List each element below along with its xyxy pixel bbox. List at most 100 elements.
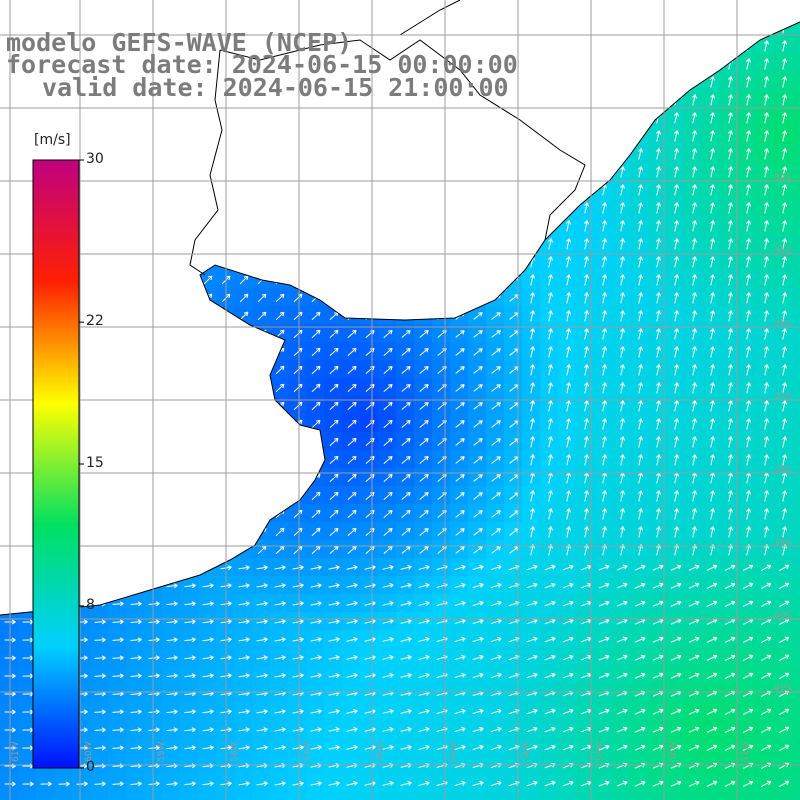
wind-arrow [274, 565, 286, 571]
wind-arrow [692, 292, 697, 304]
lon-label: 58W [230, 741, 240, 762]
wind-arrow [418, 636, 430, 642]
wind-arrow [400, 619, 412, 624]
wind-arrow [728, 166, 733, 178]
wind-arrow [274, 673, 286, 679]
wind-arrow [782, 310, 787, 322]
wind-arrow [746, 292, 751, 304]
wind-arrow [329, 473, 339, 483]
wind-arrow [602, 400, 607, 412]
wind-arrow [454, 636, 466, 643]
lat-label: 39S [774, 538, 792, 548]
wind-arrow [764, 76, 769, 88]
wind-arrow [674, 400, 679, 412]
wind-arrow [782, 364, 787, 376]
wind-arrow [746, 310, 751, 322]
wind-arrow [401, 401, 411, 410]
wind-arrow [742, 600, 754, 607]
wind-arrow [598, 582, 610, 589]
wind-arrow [548, 310, 553, 322]
wind-arrow [275, 293, 285, 303]
wind-arrow [692, 526, 697, 538]
wind-arrow [94, 673, 106, 679]
wind-arrow [328, 637, 340, 642]
wind-arrow [311, 527, 321, 537]
wind-arrow [782, 256, 787, 268]
wind-arrow [616, 564, 628, 571]
wind-arrow [184, 655, 196, 661]
wind-arrow [328, 709, 340, 714]
wind-arrow [418, 708, 430, 714]
wind-arrow [634, 654, 646, 661]
wind-arrow [652, 708, 664, 715]
wind-arrow [674, 382, 679, 394]
wind-arrow [692, 94, 697, 106]
wind-arrow [602, 436, 607, 448]
wind-arrow [401, 455, 411, 464]
wind-arrow [455, 474, 465, 482]
wind-arrow [274, 709, 286, 715]
wind-arrow [491, 420, 501, 428]
wind-arrow [490, 708, 502, 715]
wind-arrow [620, 382, 625, 394]
wind-arrow [455, 528, 465, 536]
wind-arrow [674, 256, 679, 268]
wind-arrow [382, 637, 394, 642]
wind-arrow [688, 654, 700, 661]
wind-arrow [692, 256, 697, 268]
wind-arrow [674, 454, 679, 466]
wind-arrow [584, 238, 589, 250]
wind-arrow [472, 600, 484, 607]
wind-arrow [311, 401, 321, 411]
wind-arrow [764, 112, 769, 124]
wind-arrow [584, 310, 589, 322]
wind-arrow [688, 564, 700, 571]
wind-arrow [764, 418, 769, 430]
wind-arrow [742, 564, 754, 571]
wind-arrow [638, 292, 643, 304]
wind-arrow [688, 582, 700, 589]
wind-arrow [329, 329, 339, 339]
wind-arrow [530, 346, 535, 358]
wind-arrow [526, 672, 538, 679]
wind-arrow [616, 636, 628, 643]
wind-arrow [401, 329, 411, 338]
wind-arrow [764, 364, 769, 376]
wind-arrow [764, 274, 769, 286]
wind-arrow [383, 383, 393, 392]
wind-arrow [256, 619, 268, 625]
wind-arrow [311, 383, 321, 393]
wind-arrow [616, 600, 628, 607]
lon-label: 55W [449, 741, 459, 762]
wind-arrow [112, 619, 124, 625]
colorbar-ramp [32, 159, 80, 769]
wind-arrow [473, 384, 483, 392]
wind-arrow [418, 618, 430, 624]
wind-arrow [692, 112, 697, 124]
wind-arrow [742, 636, 754, 643]
wind-arrow [94, 655, 106, 661]
lat-label: 34S [774, 173, 792, 183]
wind-arrow [238, 637, 250, 643]
wind-arrow [692, 148, 697, 160]
wind-arrow [764, 310, 769, 322]
lon-label: 60W [84, 741, 94, 762]
wind-arrow [674, 166, 679, 178]
wind-arrow [602, 328, 607, 340]
wind-arrow [616, 726, 628, 733]
wind-arrow [256, 601, 268, 607]
wind-arrow [584, 400, 589, 412]
wind-arrow [548, 274, 553, 286]
wind-arrow [764, 436, 769, 448]
wind-arrow [292, 655, 304, 661]
wind-arrow [764, 184, 769, 196]
wind-arrow [656, 418, 661, 430]
wind-arrow [401, 419, 411, 428]
wind-arrow [782, 130, 787, 142]
wind-arrow [239, 275, 249, 285]
wind-arrow [634, 564, 646, 571]
wind-arrow [724, 654, 736, 661]
wind-arrow [562, 654, 574, 661]
wind-arrow [728, 292, 733, 304]
lon-label: 53W [595, 741, 605, 762]
